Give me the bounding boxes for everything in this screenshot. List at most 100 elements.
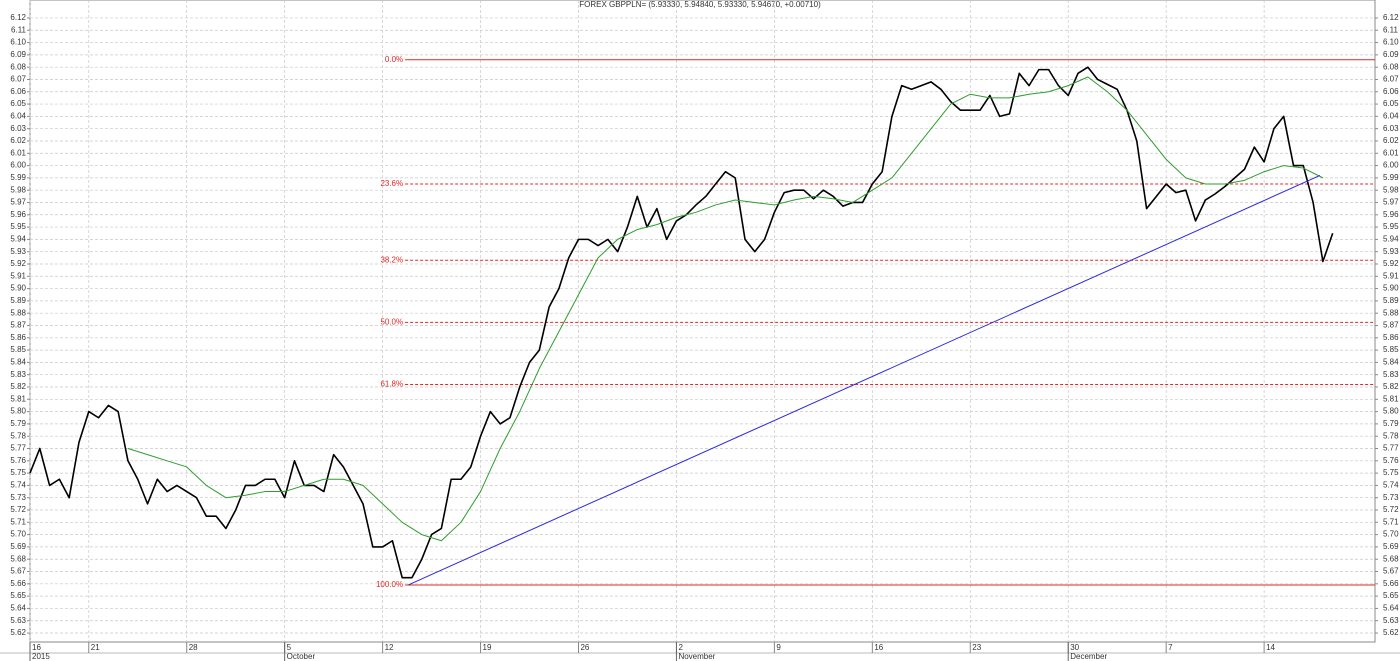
y-tick-label: 6.00 [10, 161, 26, 170]
y-tick-label: 5.80 [10, 407, 26, 416]
y-tick-label: 6.12 [10, 13, 26, 22]
y-tick-label: 5.95 [10, 222, 26, 231]
x-tick-label: 28 [189, 643, 198, 652]
y-tick-label: 5.96 [10, 210, 26, 219]
y-tick-label: 5.83 [1383, 370, 1399, 379]
y-tick-label: 5.75 [10, 468, 26, 477]
y-tick-label: 5.74 [10, 481, 26, 490]
y-tick-label: 5.92 [10, 259, 26, 268]
y-tick-label: 5.75 [1383, 468, 1399, 477]
y-tick-label: 5.85 [1383, 345, 1399, 354]
y-tick-label: 6.08 [1383, 62, 1399, 71]
y-tick-label: 5.71 [1383, 517, 1399, 526]
y-tick-label: 6.04 [1383, 111, 1399, 120]
y-tick-label: 5.65 [10, 591, 26, 600]
y-tick-label: 5.83 [10, 370, 26, 379]
y-tick-label: 5.63 [1383, 616, 1399, 625]
y-tick-label: 5.88 [10, 308, 26, 317]
y-tick-label: 5.79 [1383, 419, 1399, 428]
y-tick-label: 5.97 [1383, 198, 1399, 207]
y-tick-label: 5.82 [1383, 382, 1399, 391]
y-tick-label: 5.62 [1383, 628, 1399, 637]
y-tick-label: 5.66 [1383, 579, 1399, 588]
y-tick-label: 6.08 [10, 62, 26, 71]
y-tick-label: 5.85 [10, 345, 26, 354]
y-tick-label: 5.81 [1383, 394, 1399, 403]
y-tick-label: 6.11 [1383, 25, 1399, 34]
y-tick-label: 5.73 [10, 493, 26, 502]
x-tick-label: 14 [1266, 643, 1275, 652]
y-tick-label: 5.78 [10, 431, 26, 440]
y-tick-label: 5.74 [1383, 481, 1399, 490]
y-tick-label: 6.10 [10, 38, 26, 47]
y-tick-label: 5.77 [10, 444, 26, 453]
y-tick-label: 5.64 [10, 604, 26, 613]
y-tick-label: 5.89 [10, 296, 26, 305]
y-tick-label: 5.91 [10, 271, 26, 280]
y-tick-label: 5.94 [10, 234, 26, 243]
y-tick-label: 6.00 [1383, 161, 1399, 170]
month-label: 2015 [32, 652, 50, 661]
y-tick-label: 5.92 [1383, 259, 1399, 268]
month-label: December [1070, 652, 1107, 661]
y-tick-label: 5.98 [1383, 185, 1399, 194]
y-tick-label: 5.67 [1383, 567, 1399, 576]
fib-label: 38.2% [380, 255, 403, 264]
y-tick-label: 5.98 [10, 185, 26, 194]
y-tick-label: 5.90 [10, 284, 26, 293]
y-tick-label: 6.07 [10, 75, 26, 84]
x-tick-label: 19 [483, 643, 492, 652]
x-tick-label: 2 [678, 643, 683, 652]
x-tick-label: 7 [1168, 643, 1173, 652]
chart-title: FOREX GBPPLN= (5.93330, 5.94840, 5.93330… [579, 0, 821, 9]
y-tick-label: 5.71 [10, 517, 26, 526]
y-tick-label: 5.68 [10, 554, 26, 563]
y-tick-label: 6.05 [1383, 99, 1399, 108]
plot-frame [29, 0, 1376, 643]
y-tick-label: 5.73 [1383, 493, 1399, 502]
y-tick-label: 5.72 [10, 505, 26, 514]
y-tick-label: 6.02 [10, 136, 26, 145]
y-tick-label: 6.09 [1383, 50, 1399, 59]
x-tick-label: 16 [874, 643, 883, 652]
y-tick-label: 6.03 [1383, 124, 1399, 133]
y-tick-label: 5.93 [1383, 247, 1399, 256]
y-tick-label: 5.84 [10, 358, 26, 367]
fib-label: 50.0% [380, 318, 403, 327]
y-tick-label: 5.86 [1383, 333, 1399, 342]
series-line [127, 76, 1324, 542]
series-line [407, 174, 1321, 586]
y-tick-label: 5.62 [10, 628, 26, 637]
y-tick-label: 5.81 [10, 394, 26, 403]
y-tick-label: 6.01 [1383, 148, 1399, 157]
x-tick-label: 9 [776, 643, 781, 652]
fib-label: 23.6% [380, 179, 403, 188]
y-tick-label: 5.69 [1383, 542, 1399, 551]
y-tick-label: 6.11 [11, 25, 27, 34]
y-tick-label: 5.78 [1383, 431, 1399, 440]
y-tick-label: 6.06 [1383, 87, 1399, 96]
y-tick-label: 5.88 [1383, 308, 1399, 317]
y-tick-label: 5.72 [1383, 505, 1399, 514]
x-tick-label: 30 [1070, 643, 1079, 652]
y-tick-label: 5.86 [10, 333, 26, 342]
y-tick-label: 5.79 [10, 419, 26, 428]
series-line [29, 66, 1334, 579]
y-tick-label: 5.80 [1383, 407, 1399, 416]
y-tick-label: 5.99 [1383, 173, 1399, 182]
y-tick-label: 5.90 [1383, 284, 1399, 293]
y-tick-label: 5.93 [10, 247, 26, 256]
y-tick-label: 5.82 [10, 382, 26, 391]
y-tick-label: 6.07 [1383, 75, 1399, 84]
y-tick-label: 6.03 [10, 124, 26, 133]
month-label: October [287, 652, 316, 661]
x-tick-label: 12 [385, 643, 394, 652]
x-tick-label: 5 [287, 643, 292, 652]
y-tick-label: 5.91 [1383, 271, 1399, 280]
y-tick-label: 5.87 [10, 321, 26, 330]
y-tick-label: 6.01 [10, 148, 26, 157]
x-tick-label: 26 [580, 643, 589, 652]
y-tick-label: 5.99 [10, 173, 26, 182]
